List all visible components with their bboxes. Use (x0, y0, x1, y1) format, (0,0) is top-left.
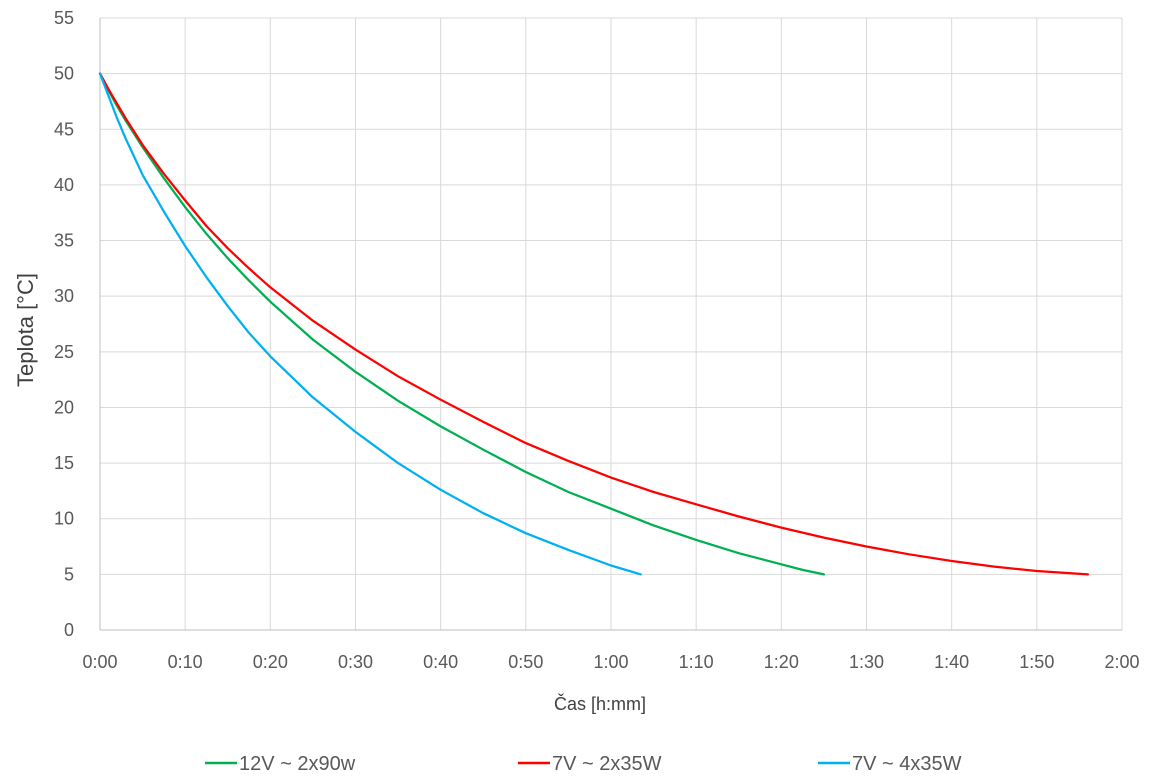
x-tick-label: 1:10 (679, 652, 714, 672)
y-tick-labels: 0 5 10 15 20 25 30 35 40 45 50 55 (54, 8, 74, 640)
x-tick-label: 1:30 (849, 652, 884, 672)
y-tick-label: 30 (54, 286, 74, 306)
axes (99, 18, 1122, 631)
legend: 12V ~ 2x90w 7V ~ 2x35W 7V ~ 4x35W (205, 753, 962, 775)
y-tick-label: 20 (54, 397, 74, 417)
x-tick-label: 1:40 (934, 652, 969, 672)
x-tick-label: 0:30 (338, 652, 373, 672)
y-tick-label: 35 (54, 231, 74, 251)
x-tick-label: 0:10 (168, 652, 203, 672)
x-tick-label: 0:50 (508, 652, 543, 672)
legend-label-1: 12V ~ 2x90w (239, 753, 356, 775)
x-tick-label: 1:20 (764, 652, 799, 672)
series-line-3 (98, 72, 642, 576)
y-tick-label: 55 (54, 8, 74, 28)
series-lines (98, 72, 1090, 576)
series-line-1 (98, 72, 826, 576)
y-tick-label: 5 (64, 564, 74, 584)
x-tick-labels: 0:00 0:10 0:20 0:30 0:40 0:50 1:00 1:10 1:20 1:30… (82, 652, 1139, 672)
y-tick-label: 10 (54, 509, 74, 529)
series-line-2 (98, 72, 1090, 576)
x-axis-title: Čas [h:mm] (554, 693, 646, 714)
y-tick-label: 0 (64, 620, 74, 640)
y-tick-label: 50 (54, 64, 74, 84)
x-tick-label: 2:00 (1104, 652, 1139, 672)
x-tick-label: 0:20 (253, 652, 288, 672)
legend-label-2: 7V ~ 2x35W (552, 753, 662, 775)
legend-label-3: 7V ~ 4x35W (852, 753, 962, 775)
vertical-gridlines (184, 18, 1123, 630)
y-tick-label: 45 (54, 119, 74, 139)
x-tick-label: 0:40 (423, 652, 458, 672)
y-tick-label: 15 (54, 453, 74, 473)
x-tick-label: 1:50 (1019, 652, 1054, 672)
x-tick-label: 0:00 (82, 652, 117, 672)
y-tick-label: 40 (54, 175, 74, 195)
y-axis-title: Teplota [°C] (13, 273, 38, 387)
x-tick-label: 1:00 (593, 652, 628, 672)
y-tick-label: 25 (54, 342, 74, 362)
